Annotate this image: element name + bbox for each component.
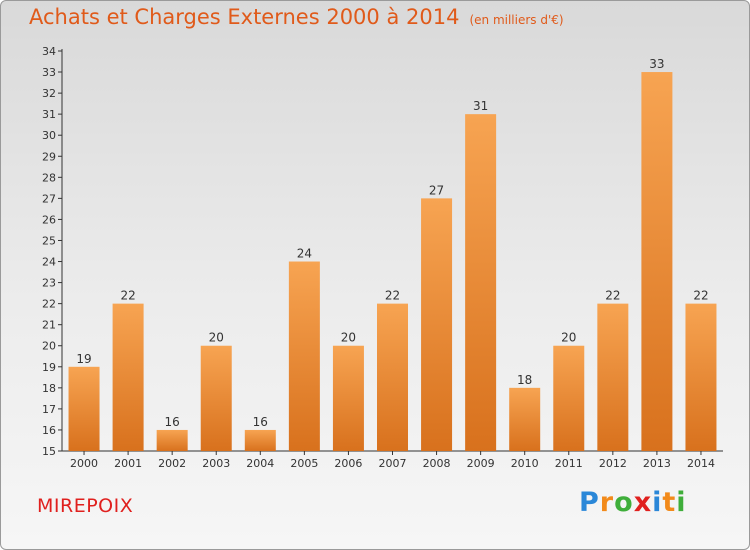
y-tick-label: 15 <box>42 445 56 458</box>
y-axis: 15 16 17 18 19 20 21 22 23 24 25 26 27 28 29 30 31 32 33 34 <box>42 45 63 458</box>
y-tick-label: 20 <box>42 340 56 353</box>
y-tick-label: 32 <box>42 87 56 100</box>
chart-unit: (en milliers d'€) <box>469 13 564 27</box>
data-label: 22 <box>385 289 400 303</box>
x-axis: 2000 2001 2002 2003 2004 2005 2006 2007 2008 2009… <box>62 450 723 470</box>
bar-2012 <box>597 303 629 451</box>
y-tick-label: 18 <box>42 382 56 395</box>
logo-letter: r <box>599 487 615 518</box>
data-label: 22 <box>120 289 135 303</box>
x-tick-label: 2001 <box>114 457 142 470</box>
chart-title: Achats et Charges Externes 2000 à 2014 (e… <box>29 5 564 29</box>
logo-letter: t <box>662 487 677 518</box>
y-tick-label: 31 <box>42 108 56 121</box>
bar-2005 <box>288 261 320 451</box>
y-tick-label: 26 <box>42 213 56 226</box>
bar-2011 <box>553 345 585 451</box>
y-tick-label: 21 <box>42 319 56 332</box>
bar-2013 <box>641 72 673 451</box>
data-label: 20 <box>341 331 356 345</box>
x-tick-label: 2013 <box>643 457 671 470</box>
y-tick-label: 28 <box>42 171 56 184</box>
chart-title-text: Achats et Charges Externes 2000 à 2014 <box>29 5 460 29</box>
logo-letter: x <box>633 487 653 518</box>
y-tick-label: 23 <box>42 277 56 290</box>
bar-2002 <box>156 429 188 451</box>
x-tick-label: 2005 <box>290 457 318 470</box>
x-tick-label: 2012 <box>599 457 627 470</box>
y-tick-label: 19 <box>42 361 56 374</box>
data-label: 16 <box>165 415 180 429</box>
data-label: 22 <box>605 289 620 303</box>
y-tick-label: 16 <box>42 424 56 437</box>
data-label: 24 <box>297 247 312 261</box>
bar-2000 <box>68 366 100 451</box>
x-tick-label: 2006 <box>334 457 362 470</box>
logo-letter: i <box>676 487 687 518</box>
data-label: 31 <box>473 99 488 113</box>
y-tick-label: 33 <box>42 66 56 79</box>
x-tick-label: 2014 <box>687 457 715 470</box>
x-tick-label: 2010 <box>511 457 539 470</box>
data-labels: 19 22 16 20 16 24 20 22 27 31 18 20 22 33 22 <box>76 57 708 429</box>
y-tick-label: 34 <box>42 45 56 58</box>
y-tick-label: 27 <box>42 192 56 205</box>
logo-letter: P <box>579 487 600 518</box>
bar-2006 <box>332 345 364 451</box>
bar-2008 <box>421 198 453 451</box>
x-tick-label: 2004 <box>246 457 274 470</box>
x-tick-label: 2009 <box>467 457 495 470</box>
data-label: 22 <box>693 289 708 303</box>
x-tick-label: 2011 <box>555 457 583 470</box>
logo-letter: o <box>614 487 634 518</box>
x-tick-label: 2008 <box>423 457 451 470</box>
bar-2001 <box>112 303 144 451</box>
y-tick-label: 22 <box>42 298 56 311</box>
y-tick-label: 25 <box>42 234 56 247</box>
x-tick-label: 2003 <box>202 457 230 470</box>
bar-2007 <box>377 303 408 451</box>
data-label: 19 <box>76 352 91 366</box>
data-label: 20 <box>209 331 224 345</box>
bars <box>68 72 717 451</box>
bar-2010 <box>509 387 541 451</box>
data-label: 16 <box>253 415 268 429</box>
x-tick-label: 2007 <box>379 457 407 470</box>
y-tick-label: 29 <box>42 150 56 163</box>
bar-2004 <box>244 429 276 451</box>
city-name: MIREPOIX <box>37 495 134 517</box>
bar-2014 <box>685 303 717 451</box>
data-label: 27 <box>429 183 444 197</box>
data-label: 20 <box>561 331 576 345</box>
data-label: 33 <box>649 57 664 71</box>
y-tick-label: 17 <box>42 403 56 416</box>
x-tick-label: 2002 <box>158 457 186 470</box>
logo-letter: i <box>652 487 663 518</box>
bar-2003 <box>200 345 232 451</box>
proxiti-logo: Proxiti <box>579 487 687 518</box>
y-tick-label: 30 <box>42 129 56 142</box>
y-tick-label: 24 <box>42 256 56 269</box>
data-label: 18 <box>517 373 532 387</box>
x-tick-label: 2000 <box>70 457 98 470</box>
bar-2009 <box>465 114 497 451</box>
